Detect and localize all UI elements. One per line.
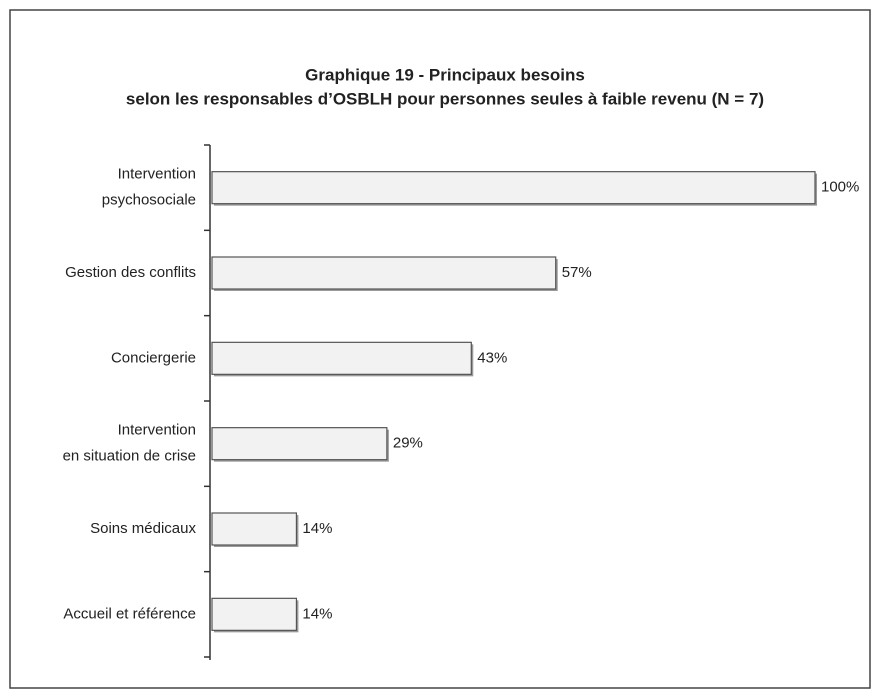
bar: [211, 597, 298, 631]
value-label: 14%: [302, 605, 332, 622]
bar: [211, 341, 472, 375]
value-label: 14%: [302, 520, 332, 537]
category-label: Accueil et référence: [63, 605, 196, 622]
bar: [211, 256, 557, 290]
category-label: Gestion des conflits: [65, 264, 196, 281]
bar: [211, 171, 816, 205]
value-label: 43%: [477, 349, 507, 366]
value-label: 100%: [821, 179, 859, 196]
chart-title: Graphique 19 - Principaux besoins: [305, 65, 585, 84]
category-label: en situation de crise: [63, 448, 196, 465]
category-label: Intervention: [118, 422, 196, 439]
bar: [211, 427, 388, 461]
category-label: Soins médicaux: [90, 520, 196, 537]
value-label: 57%: [562, 264, 592, 281]
category-label: Intervention: [118, 166, 196, 183]
category-label: psychosociale: [102, 192, 196, 209]
chart-subtitle: selon les responsables d’OSBLH pour pers…: [126, 89, 764, 108]
bar: [211, 512, 298, 546]
category-label: Conciergerie: [111, 349, 196, 366]
value-label: 29%: [393, 435, 423, 452]
